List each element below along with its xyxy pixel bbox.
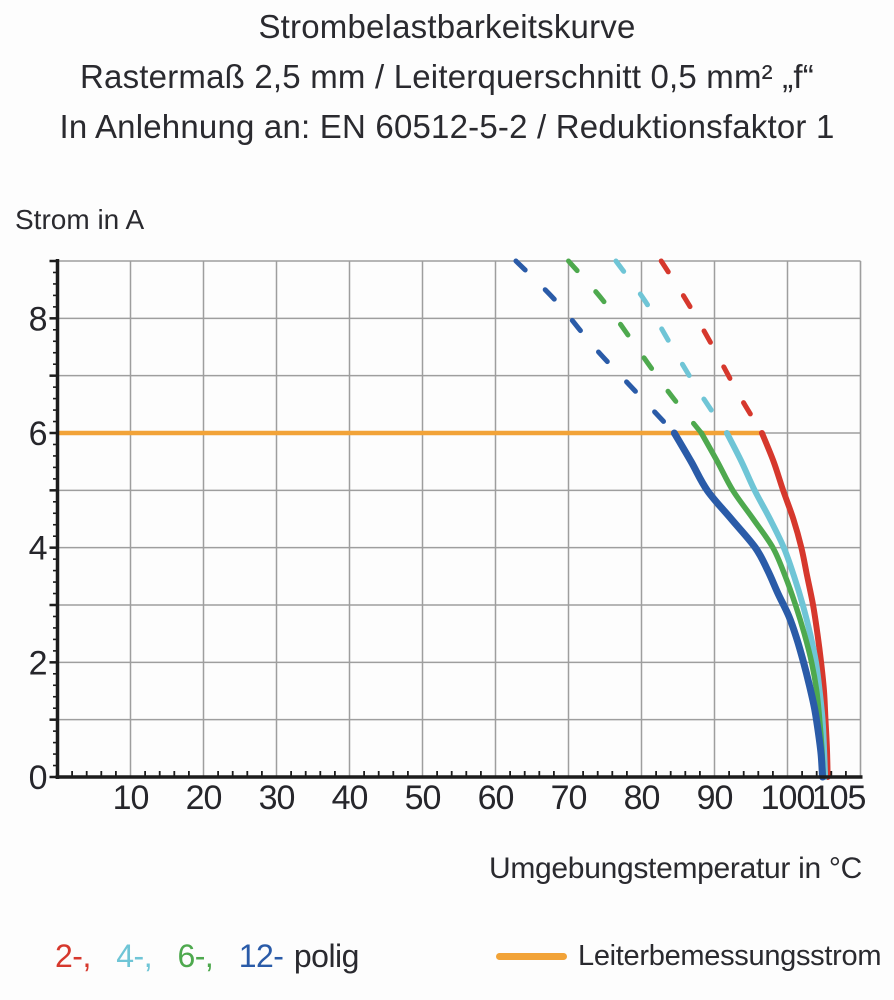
legend-pole-2: 2-, <box>55 938 91 974</box>
series-2-polig <box>658 258 831 780</box>
y-tick-label-0: 0 <box>29 759 47 797</box>
y-tick-label-2: 2 <box>29 644 47 682</box>
legend-reference: Leiterbemessungsstrom <box>496 934 881 978</box>
chart-title-line-1: Strombelastbarkeitskurve <box>258 8 636 45</box>
chart-axes <box>49 259 863 779</box>
legend-poles: 2-, 4-, 6-, 12- polig <box>55 938 359 975</box>
legend-pole-4: 4-, <box>116 938 153 974</box>
reference-line-swatch <box>496 952 567 960</box>
y-tick-label-8: 8 <box>29 300 47 338</box>
y-tick-label-4: 4 <box>29 530 47 568</box>
series-4-polig <box>613 258 829 780</box>
reference-line-label: Leiterbemessungsstrom <box>578 939 882 972</box>
x-tick-label-10: 10 <box>113 779 149 817</box>
x-tick-label-50: 50 <box>405 779 441 817</box>
x-tick-label-60: 60 <box>478 779 514 817</box>
x-tick-label-100: 100 <box>761 779 815 817</box>
x-tick-label-30: 30 <box>259 779 295 817</box>
chart-grid <box>57 260 862 777</box>
x-tick-label-90: 90 <box>697 779 733 817</box>
x-tick-label-20: 20 <box>186 779 222 817</box>
y-axis-title: Strom in A <box>15 204 145 235</box>
legend-pole-6: 6-, <box>177 938 214 974</box>
legend-pole-suffix: polig <box>293 938 360 974</box>
x-tick-label-70: 70 <box>551 779 587 817</box>
series-6-polig <box>566 258 827 780</box>
x-tick-label-80: 80 <box>624 779 660 817</box>
chart-header: Strombelastbarkeitskurve Rastermaß 2,5 m… <box>0 2 894 152</box>
x-axis-title: Umgebungstemperatur in °C <box>488 852 862 885</box>
x-tick-label-105: 105 <box>812 779 866 817</box>
y-tick-label-6: 6 <box>29 415 47 453</box>
x-tick-label-40: 40 <box>332 779 368 817</box>
chart-title-line-2: Rastermaß 2,5 mm / Leiterquerschnitt 0,5… <box>80 58 814 95</box>
legend-pole-12: 12- <box>238 938 284 974</box>
chart-title-line-3: In Anlehnung an: EN 60512-5-2 / Reduktio… <box>59 108 835 145</box>
series-12-polig <box>513 258 827 781</box>
